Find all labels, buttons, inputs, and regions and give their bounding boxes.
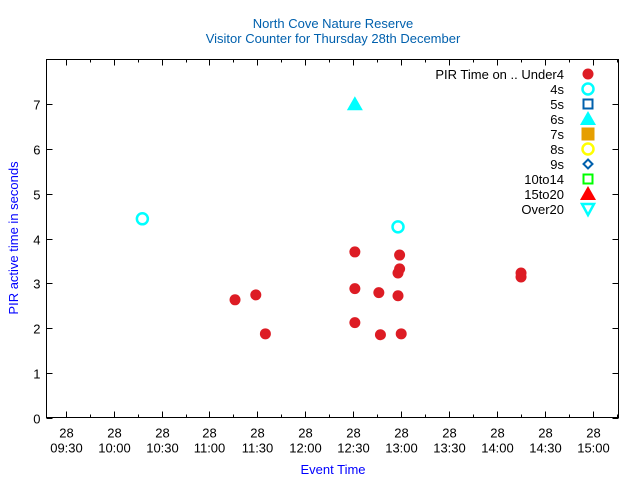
y-tick-label: 7 xyxy=(33,98,40,113)
legend-label: 8s xyxy=(550,142,564,157)
x-tick-label-day: 28 xyxy=(442,426,456,441)
legend-marker-15to20 xyxy=(580,186,596,200)
x-tick-label-time: 11:30 xyxy=(242,441,274,456)
x-tick-label-time: 09:30 xyxy=(50,441,83,456)
legend-marker-8s xyxy=(581,142,595,156)
data-point-under4 xyxy=(392,290,404,302)
legend-label: 9s xyxy=(550,157,564,172)
legend-marker-under4 xyxy=(582,68,594,80)
chart-subtitle: Visitor Counter for Thursday 28th Decemb… xyxy=(206,31,461,46)
legend-label: 10to14 xyxy=(524,172,564,187)
y-tick-label: 5 xyxy=(33,188,40,203)
x-tick-label-day: 28 xyxy=(586,426,600,441)
x-tick-label-time: 15:00 xyxy=(577,441,610,456)
x-tick-label-day: 28 xyxy=(155,426,169,441)
legend-marker-9s xyxy=(582,158,594,170)
legend-marker-10to14 xyxy=(582,173,594,185)
x-tick-label-day: 28 xyxy=(107,426,121,441)
x-tick-label-time: 11:00 xyxy=(194,441,226,456)
data-point-under4 xyxy=(395,328,407,340)
x-tick-label-day: 28 xyxy=(346,426,360,441)
data-point-under4 xyxy=(515,271,527,283)
x-tick-label-time: 14:00 xyxy=(481,441,514,456)
x-axis-label: Event Time xyxy=(300,462,365,477)
legend-label: Over20 xyxy=(521,202,564,217)
x-tick-label-time: 13:00 xyxy=(385,441,418,456)
x-tick-label-time: 10:00 xyxy=(98,441,131,456)
x-tick-label-time: 14:30 xyxy=(529,441,562,456)
chart-title: North Cove Nature Reserve xyxy=(253,16,413,31)
x-tick-label-day: 28 xyxy=(298,426,312,441)
legend-label: PIR Time on .. Under4 xyxy=(435,67,564,82)
data-point-under4 xyxy=(392,267,404,279)
x-tick-label-day: 28 xyxy=(538,426,552,441)
data-point-under4 xyxy=(373,287,385,299)
legend-marker-6s xyxy=(580,111,596,125)
data-point-4s xyxy=(135,212,150,226)
y-tick-label: 2 xyxy=(33,322,40,337)
data-point-under4 xyxy=(250,289,262,301)
y-axis-label: PIR active time in seconds xyxy=(6,161,21,315)
x-tick-label-time: 12:00 xyxy=(289,441,322,456)
y-tick-label: 4 xyxy=(33,233,40,248)
data-point-under4 xyxy=(374,329,386,341)
data-point-6s xyxy=(346,96,363,111)
data-point-under4 xyxy=(349,317,361,329)
data-point-under4 xyxy=(229,294,241,306)
y-tick-label: 1 xyxy=(33,367,40,382)
legend-label: 15to20 xyxy=(524,187,564,202)
x-tick-label-time: 13:30 xyxy=(433,441,466,456)
plot-border xyxy=(46,59,619,418)
data-point-under4 xyxy=(349,246,361,258)
x-tick-label-day: 28 xyxy=(250,426,264,441)
legend-label: 7s xyxy=(550,127,564,142)
legend-label: 4s xyxy=(550,82,564,97)
legend-label: 6s xyxy=(550,112,564,127)
x-tick-label-day: 28 xyxy=(490,426,504,441)
legend-marker-4s xyxy=(581,82,595,96)
legend-marker-5s xyxy=(582,98,594,110)
y-tick-label: 0 xyxy=(33,412,40,427)
x-tick-label-day: 28 xyxy=(394,426,408,441)
x-tick-label-time: 12:30 xyxy=(337,441,370,456)
data-point-under4 xyxy=(349,283,361,295)
legend-marker-7s xyxy=(581,127,595,141)
x-tick-label-time: 10:30 xyxy=(146,441,179,456)
data-point-4s xyxy=(391,220,405,234)
data-point-under4 xyxy=(394,249,406,261)
y-tick-label: 3 xyxy=(33,277,40,292)
x-tick-label-day: 28 xyxy=(202,426,216,441)
data-point-under4 xyxy=(259,328,271,340)
legend-marker-over20 xyxy=(579,202,597,218)
y-tick-label: 6 xyxy=(33,143,40,158)
legend-label: 5s xyxy=(550,97,564,112)
x-tick-label-day: 28 xyxy=(59,426,73,441)
